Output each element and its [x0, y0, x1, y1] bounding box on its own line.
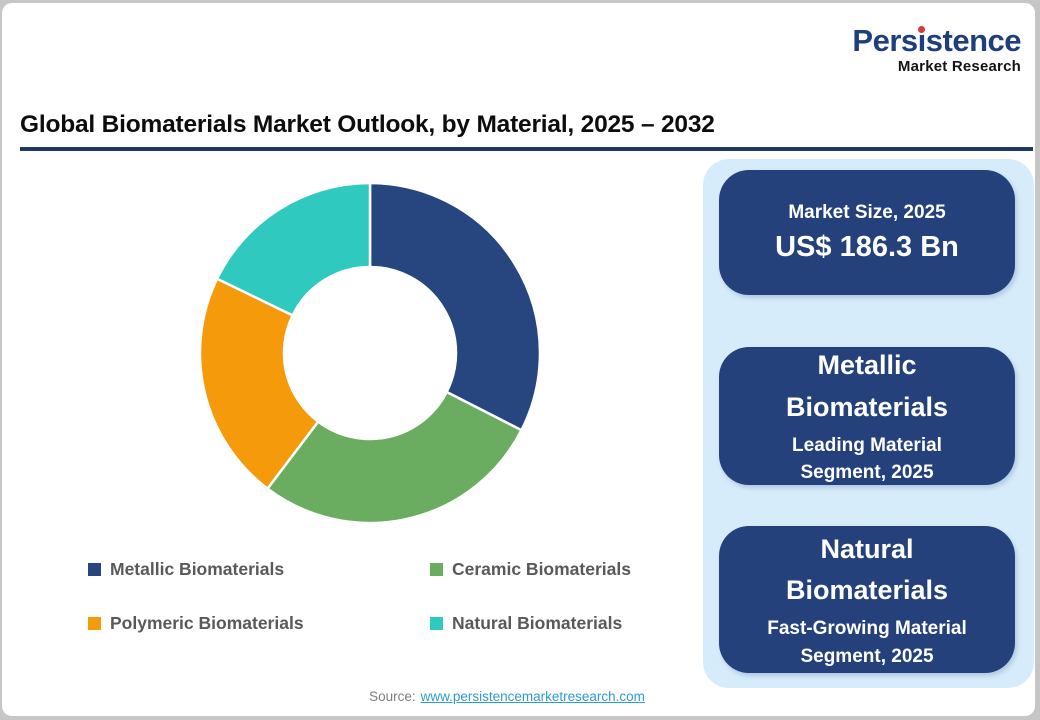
donut-chart-svg	[198, 181, 542, 525]
donut-segment-polymeric-biomaterials	[198, 277, 320, 490]
fast-growing-segment-headline: Natural Biomaterials	[785, 533, 949, 606]
legend-swatch-ceramic-icon	[430, 562, 443, 576]
logo-red-dot-icon	[918, 26, 926, 33]
leading-segment-headline: Metallic Biomaterials	[785, 350, 949, 422]
legend-item-polymeric: Polymeric Biomaterials	[88, 613, 430, 633]
infographic-card: Persı stence Market Research Global Bioma…	[2, 3, 1035, 716]
legend-label: Natural Biomaterials	[452, 612, 623, 633]
chart-legend: Metallic Biomaterials Ceramic Biomateria…	[88, 559, 631, 633]
legend-item-metallic: Metallic Biomaterials	[88, 559, 430, 579]
legend-item-natural: Natural Biomaterials	[430, 613, 631, 633]
legend-swatch-metallic-icon	[88, 562, 101, 576]
source-link[interactable]: www.persistencemarketresearch.com	[420, 689, 645, 704]
donut-segment-natural-biomaterials	[215, 181, 372, 317]
logo-tagline: Market Research	[897, 58, 1021, 75]
legend-item-ceramic: Ceramic Biomaterials	[430, 559, 631, 579]
title-underline	[20, 147, 1033, 151]
legend-label: Ceramic Biomaterials	[452, 558, 631, 579]
fast-growing-segment-card: Natural Biomaterials Fast-Growing Materi…	[719, 526, 1015, 673]
legend-label: Metallic Biomaterials	[110, 558, 285, 579]
leading-segment-subline: Leading Material Segment, 2025	[792, 434, 942, 484]
donut-segment-ceramic-biomaterials	[266, 390, 523, 525]
highlights-panel: Market Size, 2025 US$ 186.3 Bn Metallic …	[703, 159, 1034, 688]
fast-growing-segment-subline: Fast-Growing Material Segment, 2025	[767, 618, 967, 667]
legend-swatch-polymeric-icon	[88, 616, 101, 630]
legend-swatch-natural-icon	[430, 616, 443, 630]
market-size-title: Market Size, 2025	[788, 201, 946, 223]
leading-segment-card: Metallic Biomaterials Leading Material S…	[719, 347, 1015, 485]
source-label: Source:	[369, 689, 416, 704]
donut-chart	[188, 171, 552, 535]
legend-label: Polymeric Biomaterials	[110, 612, 304, 633]
page-title: Global Biomaterials Market Outlook, by M…	[20, 111, 715, 138]
market-size-card: Market Size, 2025 US$ 186.3 Bn	[719, 170, 1015, 295]
logo-brand-text: Persı stence	[852, 23, 1021, 58]
donut-segment-metallic-biomaterials	[368, 181, 542, 432]
market-size-value: US$ 186.3 Bn	[775, 230, 959, 263]
pmr-logo: Persı stence Market Research	[852, 25, 1021, 74]
source-line: Source: www.persistencemarketresearch.com	[369, 689, 645, 704]
